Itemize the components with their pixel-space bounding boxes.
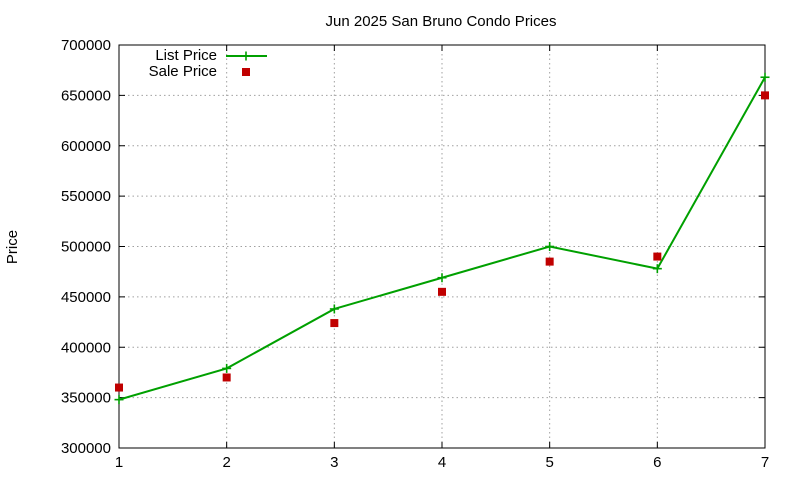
x-tick-label: 3 [330, 454, 338, 471]
y-tick-label: 500000 [61, 239, 111, 256]
y-tick-label: 700000 [61, 37, 111, 54]
legend-label-sale-price: Sale Price [149, 63, 217, 80]
legend-marker-sale-price [242, 68, 250, 76]
y-tick-label: 450000 [61, 289, 111, 306]
x-tick-label: 2 [222, 454, 230, 471]
x-tick-label: 6 [653, 454, 661, 471]
x-tick-label: 5 [545, 454, 553, 471]
y-tick-label: 600000 [61, 138, 111, 155]
grid-layer [119, 45, 765, 448]
x-tick-label: 4 [438, 454, 446, 471]
sale-price-point [761, 91, 769, 100]
y-axis-label: Price [4, 230, 21, 264]
y-tick-label: 550000 [61, 188, 111, 205]
axes-layer: 300000 350000 400000 450000 500000 550000 6000… [61, 37, 769, 471]
list-price-point [329, 304, 339, 314]
legend-marker-list-price [241, 51, 251, 61]
y-tick-label: 350000 [61, 390, 111, 407]
y-tick-label: 400000 [61, 339, 111, 356]
sale-price-point [653, 252, 662, 261]
y-tick-label: 650000 [61, 87, 111, 104]
list-price-point [222, 363, 232, 373]
list-price-point [114, 395, 124, 405]
list-price-point [545, 242, 555, 251]
sale-price-point [330, 319, 339, 328]
list-price-point [437, 273, 447, 283]
chart-title: Jun 2025 San Bruno Condo Prices [326, 13, 557, 30]
sale-price-point [438, 287, 446, 296]
y-tick-label: 300000 [61, 440, 111, 457]
x-tick-label: 1 [115, 454, 123, 471]
sale-price-point [545, 257, 554, 266]
list-price-point [760, 72, 770, 82]
sale-price-point [115, 383, 123, 392]
legend-label-list-price: List Price [155, 47, 217, 64]
x-tick-label: 7 [761, 454, 769, 471]
sale-price-point [222, 373, 231, 382]
series-layer [114, 72, 770, 405]
list-price-point [652, 264, 662, 274]
